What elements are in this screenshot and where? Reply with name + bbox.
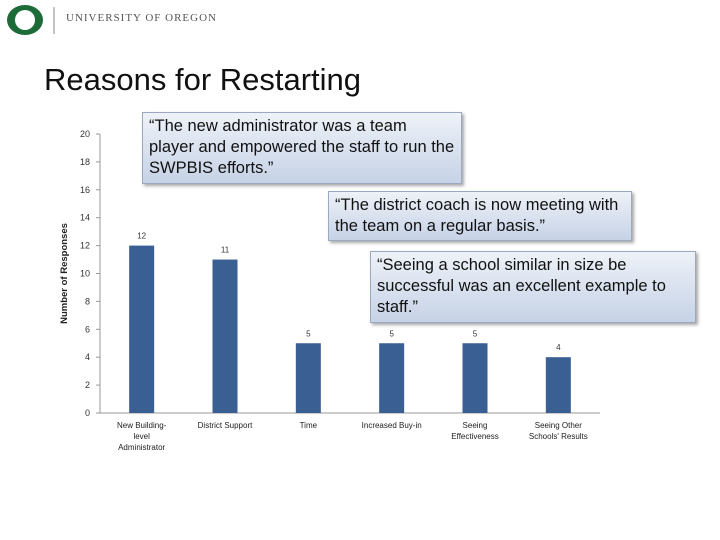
x-category-label: Administrator <box>118 443 165 452</box>
bar-data-label: 5 <box>389 329 394 338</box>
bar-data-label: 12 <box>137 232 146 241</box>
university-of-oregon-logo <box>7 5 55 35</box>
y-tick-label: 18 <box>80 157 90 167</box>
bar-data-label: 5 <box>306 329 311 338</box>
y-tick-label: 8 <box>85 296 90 306</box>
bar <box>545 357 571 413</box>
x-category-label: District Support <box>198 421 253 430</box>
bar <box>212 259 238 413</box>
logo-text: UNIVERSITY OF OREGON <box>66 12 217 24</box>
bar-data-label: 5 <box>473 329 478 338</box>
y-tick-label: 4 <box>85 352 90 362</box>
y-tick-label: 10 <box>80 269 90 279</box>
x-category-label: Time <box>300 421 318 430</box>
o-logo-icon <box>7 5 43 35</box>
quote-similar-school: “Seeing a school similar in size be succ… <box>370 251 696 323</box>
y-tick-label: 2 <box>85 380 90 390</box>
x-category-label: Seeing <box>463 421 488 430</box>
x-category-label: Schools' Results <box>529 432 588 441</box>
y-tick-label: 14 <box>80 213 90 223</box>
bar <box>379 343 405 413</box>
bar <box>462 343 488 413</box>
y-tick-label: 0 <box>85 408 90 418</box>
y-tick-label: 16 <box>80 185 90 195</box>
slide-title: Reasons for Restarting <box>44 62 362 97</box>
y-axis-title: Number of Responses <box>59 223 70 324</box>
x-category-label: Effectiveness <box>451 432 498 441</box>
bar-data-label: 11 <box>221 246 230 255</box>
y-tick-label: 12 <box>80 241 90 251</box>
x-category-label: Increased Buy-in <box>362 421 422 430</box>
x-category-label: New Building- <box>117 421 167 430</box>
quote-district-coach: “The district coach is now meeting with … <box>328 191 632 241</box>
bar <box>129 245 155 413</box>
y-tick-label: 20 <box>80 129 90 139</box>
x-category-label: level <box>133 432 150 441</box>
x-category-label: Seeing Other <box>535 421 582 430</box>
bar <box>295 343 321 413</box>
bar-data-label: 4 <box>556 343 561 352</box>
quote-administrator: “The new administrator was a team player… <box>142 112 462 184</box>
y-tick-label: 6 <box>85 324 90 334</box>
